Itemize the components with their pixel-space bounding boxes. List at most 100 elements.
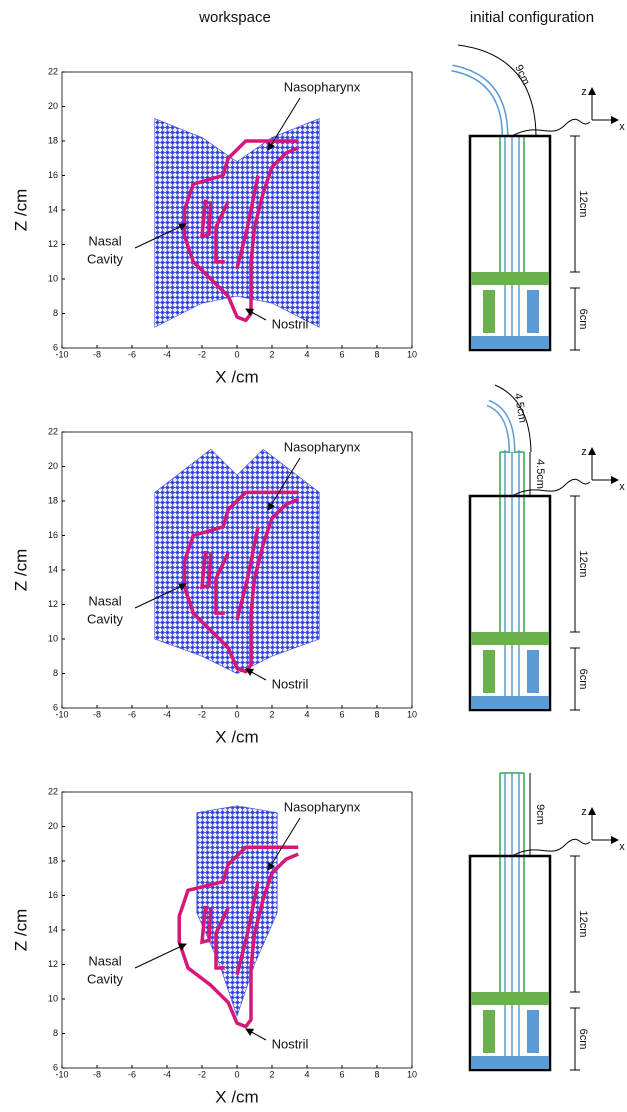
y-axis-label: Z /cm	[11, 909, 30, 952]
y-tick-label: 20	[48, 461, 58, 471]
y-tick-label: 14	[48, 204, 58, 214]
y-tick-label: 14	[48, 924, 58, 934]
y-tick-label: 18	[48, 855, 58, 865]
y-tick-label: 16	[48, 530, 58, 540]
y-tick-label: 22	[48, 66, 58, 76]
blue-plate	[471, 336, 549, 349]
dim-line	[570, 495, 580, 711]
x-tick-label: 0	[234, 349, 239, 359]
nasal-outline	[214, 200, 230, 264]
x-tick-label: 0	[234, 1069, 239, 1079]
header: initial configuration	[470, 9, 594, 26]
blue-curve	[487, 401, 514, 453]
blue-plate	[471, 1056, 549, 1069]
x-tick-label: 6	[339, 1069, 344, 1079]
dimension: 12cm	[577, 551, 589, 578]
base-box	[468, 854, 552, 1072]
x-tick-label: -6	[128, 1069, 136, 1079]
y-tick-label: 8	[53, 668, 58, 678]
nasal-outline	[214, 906, 230, 970]
y-tick-label: 22	[48, 426, 58, 436]
y-tick-label: 12	[48, 959, 58, 969]
y-tick-label: 18	[48, 495, 58, 505]
nasal-outline	[235, 526, 260, 621]
dimension: 12cm	[577, 911, 589, 938]
x-tick-label: 10	[407, 1069, 417, 1079]
x-tick-label: 2	[269, 709, 274, 719]
green-motor	[483, 650, 495, 693]
axis-name: z	[581, 86, 587, 98]
y-tick-label: 8	[53, 308, 58, 318]
y-tick-label: 12	[48, 599, 58, 609]
x-tick-label: 0	[234, 709, 239, 719]
green-plate	[471, 992, 549, 1005]
x-tick-label: 8	[374, 349, 379, 359]
axis-name: z	[581, 446, 587, 458]
x-tick-label: 4	[304, 1069, 309, 1079]
dim-arc	[457, 44, 537, 137]
arrow	[245, 668, 267, 681]
dimension: 6cm	[577, 669, 589, 690]
dim-arc	[494, 384, 532, 453]
y-tick-label: 6	[53, 1062, 58, 1072]
arrow	[245, 1028, 267, 1041]
arrow	[134, 223, 187, 249]
dimension: 6cm	[577, 309, 589, 330]
arrow	[134, 583, 187, 609]
workspace-cloud	[154, 448, 320, 674]
y-tick-label: 18	[48, 135, 58, 145]
annotation: Cavity	[87, 971, 124, 986]
blue-motor	[527, 650, 539, 693]
green-motor	[483, 290, 495, 333]
arrow	[267, 97, 301, 151]
x-tick-label: -6	[128, 709, 136, 719]
y-tick-label: 10	[48, 633, 58, 643]
nasal-outline	[235, 881, 260, 976]
annotation: Nasal	[88, 953, 121, 968]
y-tick-label: 10	[48, 993, 58, 1003]
nasal-outline	[200, 550, 213, 590]
annotation: Cavity	[87, 251, 124, 266]
y-tick-label: 16	[48, 170, 58, 180]
annotation: Nostril	[272, 1036, 309, 1051]
x-axis-label: X /cm	[215, 1087, 258, 1106]
dimension: 6cm	[577, 1029, 589, 1050]
blue-curve	[451, 66, 507, 137]
x-tick-label: 6	[339, 349, 344, 359]
leader	[511, 838, 591, 857]
green-motor	[483, 1010, 495, 1053]
x-tick-label: 6	[339, 709, 344, 719]
x-tick-label: 2	[269, 1069, 274, 1079]
x-tick-label: -6	[128, 349, 136, 359]
y-tick-label: 20	[48, 101, 58, 111]
x-tick-label: -2	[198, 1069, 206, 1079]
y-tick-label: 14	[48, 564, 58, 574]
leader	[511, 118, 591, 137]
nasal-outline	[177, 845, 299, 1029]
y-tick-label: 16	[48, 890, 58, 900]
x-tick-label: -10	[55, 1069, 68, 1079]
y-tick-label: 22	[48, 786, 58, 796]
nasal-outline	[235, 175, 260, 270]
y-tick-label: 6	[53, 342, 58, 352]
nasal-outline	[214, 552, 230, 615]
nasal-outline	[200, 199, 213, 239]
x-tick-label: 2	[269, 349, 274, 359]
y-tick-label: 20	[48, 821, 58, 831]
x-tick-label: -10	[55, 349, 68, 359]
blue-plate	[471, 696, 549, 709]
green-plate	[471, 272, 549, 285]
annotation: Nasal	[88, 593, 121, 608]
axis-name: x	[619, 121, 625, 133]
base-box	[468, 494, 552, 712]
annotation: Nasopharynx	[284, 79, 361, 94]
arrow	[134, 943, 187, 969]
header: workspace	[198, 9, 271, 26]
x-axis-label: X /cm	[215, 727, 258, 746]
x-tick-label: 10	[407, 709, 417, 719]
x-tick-label: -2	[198, 349, 206, 359]
x-tick-label: -8	[93, 709, 101, 719]
y-tick-label: 6	[53, 702, 58, 712]
axis-name: x	[619, 481, 625, 493]
